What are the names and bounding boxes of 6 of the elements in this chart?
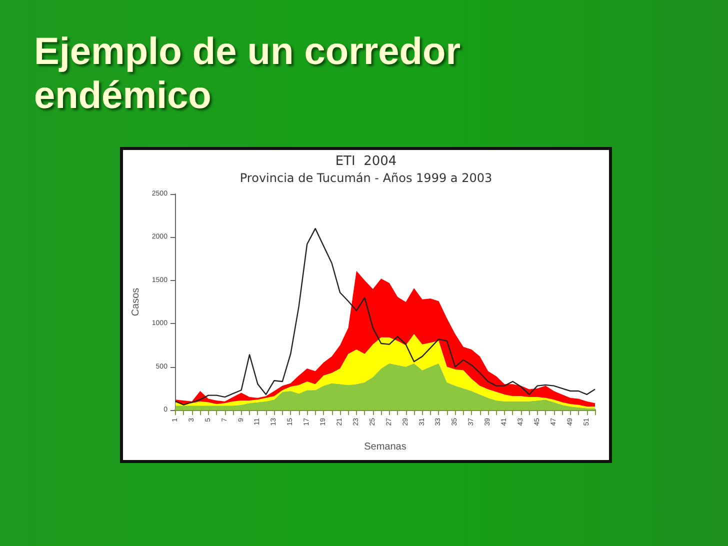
x-axis-title: Semanas — [364, 442, 406, 452]
y-axis-title: Casos — [130, 288, 142, 316]
chart-subtitle: Provincia de Tucumán - Años 1999 a 2003 — [240, 171, 492, 185]
chart-title: ETI 2004 — [335, 154, 397, 169]
text: Ejemplo de un corredor endémico — [34, 30, 462, 118]
line-series — [174, 228, 596, 406]
